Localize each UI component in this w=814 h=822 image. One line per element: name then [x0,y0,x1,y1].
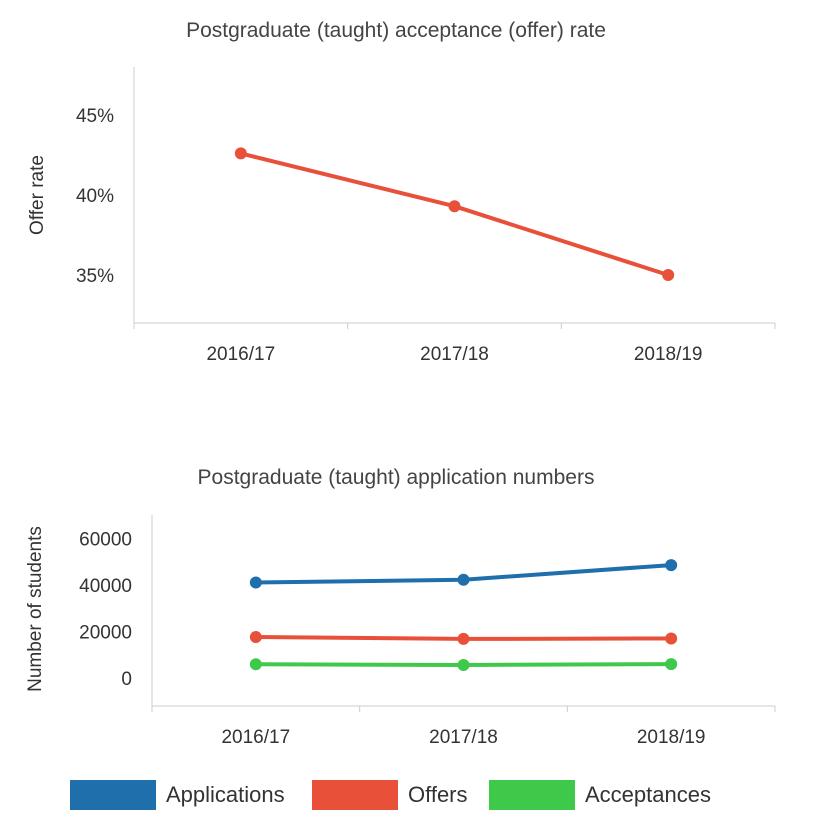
data-point[interactable] [662,269,675,281]
x-tick-label: 2018/19 [634,344,703,365]
tick-labels: 0 20000 40000 60000 2016/17 2017/18 2018/19 [79,529,705,748]
data-point[interactable] [249,658,262,671]
x-tick-label: 2017/18 [429,727,498,748]
legend-swatch [489,780,575,810]
y-axis-label: Offer rate [27,155,48,235]
y-tick-label: 40% [76,186,114,207]
legend-label: Acceptances [585,782,711,807]
data-point[interactable] [249,631,262,644]
legend-item-offers[interactable]: Offers [312,775,468,815]
x-tick-label: 2016/17 [206,344,275,365]
legend-swatch [70,780,156,810]
legend-item-applications[interactable]: Applications [70,775,285,815]
data-point[interactable] [665,632,678,645]
data-point[interactable] [665,658,678,671]
data-point[interactable] [457,632,470,645]
legend-item-acceptances[interactable]: Acceptances [489,775,711,815]
data-point[interactable] [234,147,247,160]
y-tick-label: 60000 [79,529,132,550]
data-point[interactable] [665,559,678,572]
tick-labels: 35% 40% 45% 2016/17 2017/18 2018/19 [76,106,703,365]
data-point[interactable] [448,200,461,213]
legend-label: Offers [408,782,468,807]
data-point[interactable] [249,576,262,589]
data-point[interactable] [457,659,470,672]
chart-title: Postgraduate (taught) acceptance (offer)… [186,19,606,42]
y-tick-label: 40000 [79,576,132,597]
data-point[interactable] [457,573,470,586]
series [249,559,678,672]
series [234,147,675,281]
offer-rate-chart: Postgraduate (taught) acceptance (offer)… [27,19,776,365]
x-tick-label: 2016/17 [221,727,290,748]
y-tick-label: 35% [76,266,114,287]
y-tick-label: 20000 [79,622,132,643]
y-tick-label: 0 [121,669,132,690]
axes [151,515,776,712]
chart-title: Postgraduate (taught) application number… [198,466,595,489]
x-tick-label: 2018/19 [637,727,706,748]
y-axis-label: Number of students [25,526,46,692]
legend-label: Applications [166,782,285,807]
legend: Applications Offers Acceptances [0,775,814,815]
axes [133,67,776,329]
legend-swatch [312,780,398,810]
x-tick-label: 2017/18 [420,344,489,365]
application-numbers-chart: Postgraduate (taught) application number… [25,466,776,748]
y-tick-label: 45% [76,106,114,127]
